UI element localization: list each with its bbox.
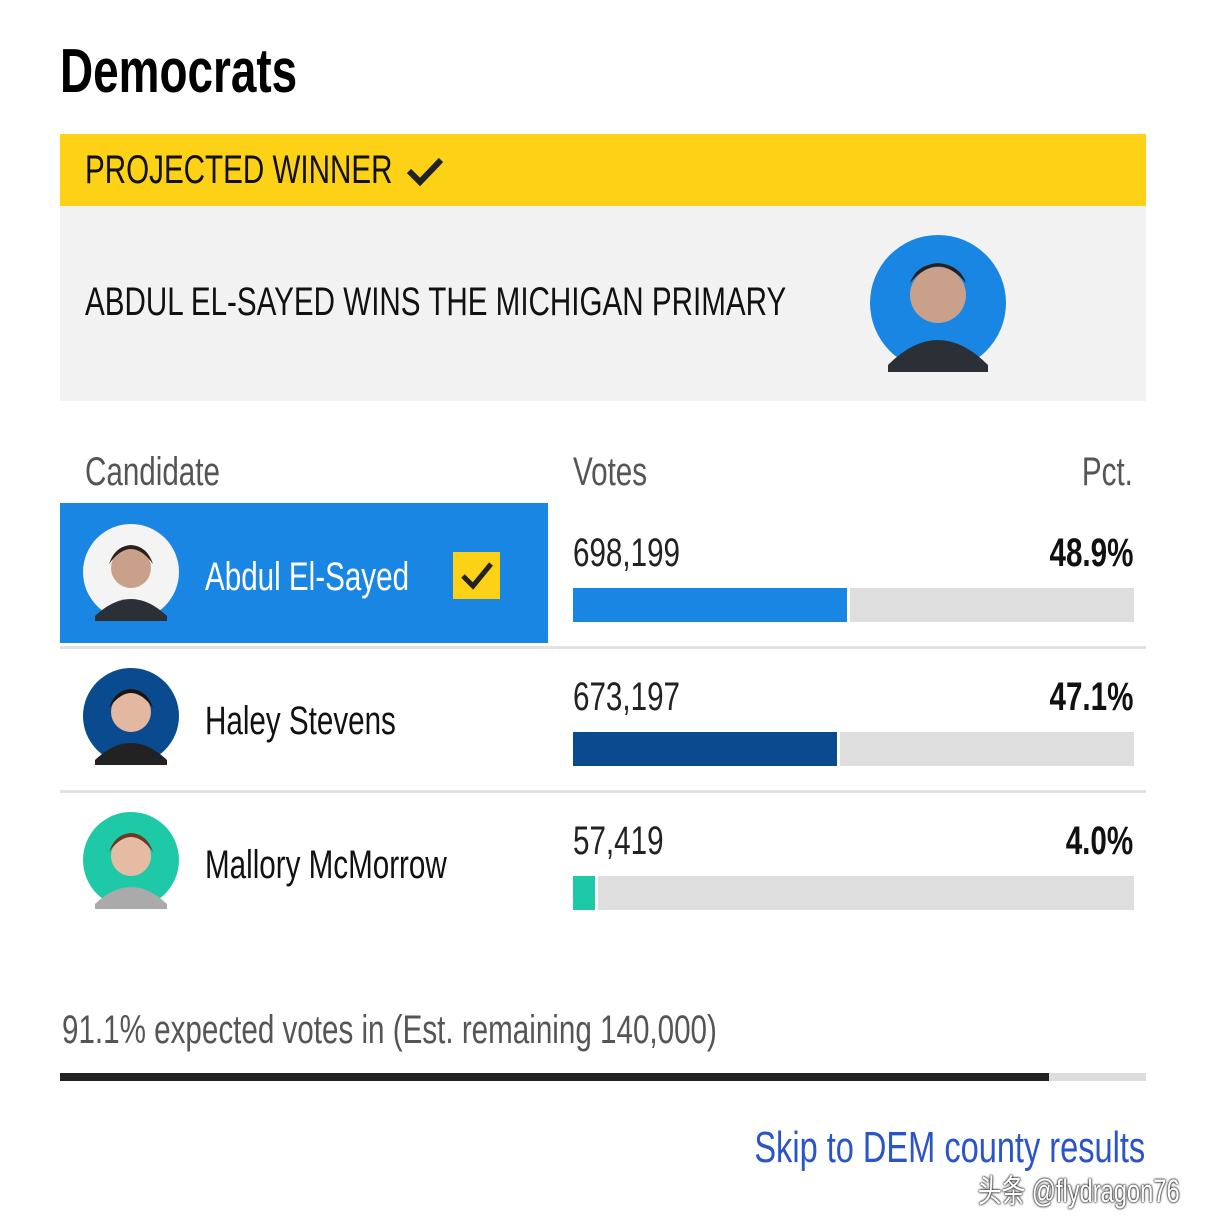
votes: 698,199: [573, 531, 680, 575]
banner: PROJECTED WINNER: [60, 134, 1146, 206]
header-candidate: Candidate: [85, 450, 220, 494]
county-link[interactable]: Skip to DEM county results: [617, 1126, 1145, 1170]
headline: ABDUL EL-SAYED WINS THE MICHIGAN PRIMARY: [85, 280, 787, 324]
expected-track: [60, 1073, 1146, 1081]
title-text: Democrats: [60, 37, 298, 106]
header-pct: Pct.: [1082, 450, 1133, 494]
header-votes: Votes: [573, 450, 648, 494]
pct: 48.9%: [1049, 531, 1133, 575]
watermark-text: 头条 @flydragon76: [978, 1173, 1180, 1209]
votes: 673,197: [573, 675, 680, 719]
winner-photo: [870, 235, 1006, 372]
county-link-text[interactable]: Skip to DEM county results: [754, 1123, 1145, 1172]
watermark: 头条 @flydragon76: [907, 1166, 1180, 1212]
expected-text: 91.1% expected votes in (Est. remaining …: [62, 1008, 717, 1052]
bar-track: [573, 588, 1134, 622]
candidate-name: Haley Stevens: [205, 699, 396, 743]
candidate-photo: [83, 524, 179, 621]
expected-bar: [60, 1073, 1050, 1081]
vote-bar: [573, 876, 599, 910]
title: Democrats: [60, 36, 380, 107]
candidate-name: Mallory McMorrow: [205, 843, 447, 887]
pct: 4.0%: [1065, 819, 1133, 863]
candidate-photo: [83, 668, 179, 765]
winner-check: [453, 552, 500, 599]
headline-box: ABDUL EL-SAYED WINS THE MICHIGAN PRIMARY: [60, 206, 1146, 401]
votes: 57,419: [573, 819, 664, 863]
bar-track: [573, 732, 1134, 766]
candidate-name: Abdul El-Sayed: [205, 555, 410, 599]
bar-track: [573, 876, 1134, 910]
row-separator: [60, 646, 1146, 649]
banner-label: PROJECTED WINNER: [85, 148, 393, 192]
row-separator: [60, 790, 1146, 793]
vote-bar: [573, 588, 851, 622]
vote-bar: [573, 732, 841, 766]
check-icon: [406, 157, 444, 186]
pct: 47.1%: [1049, 675, 1133, 719]
candidate-photo: [83, 812, 179, 909]
